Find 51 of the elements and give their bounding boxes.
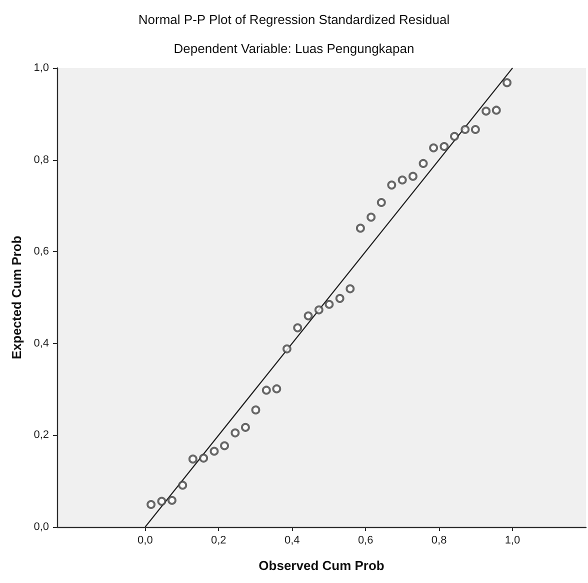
point xyxy=(230,428,240,438)
point xyxy=(314,305,324,314)
point xyxy=(146,500,156,510)
point xyxy=(210,446,219,456)
point xyxy=(157,496,166,506)
x-tick-label: 0,8 xyxy=(431,534,447,546)
point xyxy=(293,323,302,332)
point xyxy=(324,300,334,309)
x-tick-label: 1,0 xyxy=(504,534,520,546)
point xyxy=(178,480,188,490)
point xyxy=(262,386,271,395)
point xyxy=(492,106,501,115)
point xyxy=(282,344,292,354)
x-tick-label: 0,0 xyxy=(138,534,153,546)
y-axis-title: Expected Cum Prob xyxy=(8,236,24,360)
point xyxy=(366,212,376,222)
point xyxy=(387,180,396,190)
point xyxy=(450,132,459,141)
point xyxy=(482,106,491,116)
point xyxy=(272,384,282,394)
x-tick-label: 0,2 xyxy=(210,534,226,546)
y-tick-label: 0,4 xyxy=(34,337,49,350)
point xyxy=(251,405,260,414)
point xyxy=(240,422,250,432)
point xyxy=(418,158,428,168)
point xyxy=(398,176,407,184)
x-tick-label: 0,6 xyxy=(358,534,374,546)
point xyxy=(335,294,344,303)
chart-title: Normal P-P Plot of Regression Standardized Residual xyxy=(138,12,450,27)
point xyxy=(376,198,386,207)
point xyxy=(460,125,470,134)
point xyxy=(408,172,418,181)
y-tick-label: 0,8 xyxy=(34,154,49,166)
point xyxy=(304,311,313,320)
point xyxy=(356,224,365,233)
x-tick-label: 0,4 xyxy=(284,534,300,546)
point xyxy=(220,441,230,450)
point xyxy=(502,78,512,88)
point xyxy=(440,142,449,151)
point xyxy=(346,284,355,294)
y-tick-label: 0,2 xyxy=(34,429,49,442)
chart-subtitle: Dependent Variable: Luas Pengungkapan xyxy=(174,41,414,56)
point xyxy=(167,496,176,505)
point xyxy=(429,143,438,152)
y-tick-label: 0,0 xyxy=(34,521,49,533)
x-axis-title: Observed Cum Prob xyxy=(258,558,384,573)
point xyxy=(199,454,208,463)
point xyxy=(188,454,198,464)
y-tick-label: 1,0 xyxy=(34,62,49,74)
y-tick-label: 0,6 xyxy=(34,246,49,258)
point xyxy=(470,125,480,134)
